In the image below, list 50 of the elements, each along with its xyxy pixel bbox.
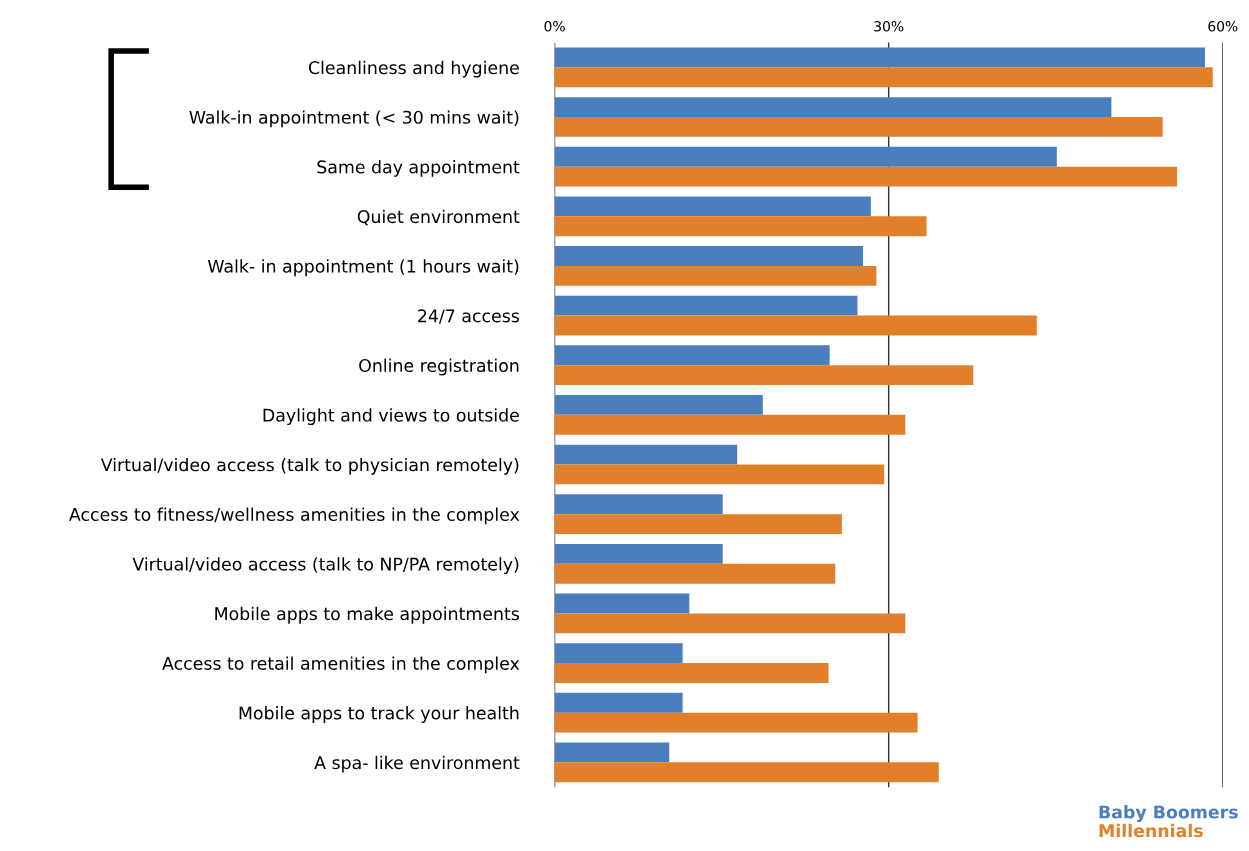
bar bbox=[554, 543, 723, 564]
bar bbox=[554, 117, 1163, 137]
bar bbox=[554, 246, 864, 266]
bar bbox=[554, 613, 906, 634]
y-tick-label: Access to retail amenities in the complex bbox=[162, 656, 520, 674]
bar bbox=[554, 47, 1205, 68]
bar bbox=[554, 196, 871, 217]
text: Millennials bbox=[1099, 823, 1203, 838]
bar bbox=[554, 593, 690, 614]
bar bbox=[554, 414, 906, 435]
y-tick-label: Walk- in appointment (1 hours wait) bbox=[207, 259, 519, 277]
y-tick-label: Same day appointment bbox=[317, 160, 520, 177]
bar bbox=[554, 295, 858, 316]
bar bbox=[554, 464, 885, 485]
bar bbox=[554, 692, 683, 713]
bar bbox=[554, 742, 670, 763]
y-tick-label: Access to fitness/wellness amenities in the complex bbox=[69, 507, 520, 525]
y-tick-label: Virtual/video access (talk to physician remotely) bbox=[100, 457, 519, 475]
bar bbox=[554, 315, 1037, 336]
y-tick-label: Mobile apps to track your health bbox=[239, 706, 519, 723]
x-tick-label: 60% bbox=[1208, 21, 1238, 32]
bar bbox=[554, 67, 1213, 88]
bar bbox=[554, 146, 1057, 167]
y-tick-label: Virtual/video access (talk to NP/PA remotely) bbox=[132, 557, 519, 574]
bar bbox=[554, 265, 877, 286]
y-tick-label: Mobile apps to make appointments bbox=[215, 606, 519, 624]
y-tick-label: Quiet environment bbox=[357, 209, 520, 226]
bar bbox=[554, 514, 842, 534]
bar bbox=[554, 494, 723, 515]
y-tick-label: Online registration bbox=[359, 358, 519, 376]
bar bbox=[554, 97, 1112, 118]
y-tick-label: Walk-in appointment (< 30 mins wait) bbox=[189, 110, 519, 128]
y-tick-label: Cleanliness and hygiene bbox=[308, 60, 519, 78]
bar bbox=[554, 444, 738, 465]
bar bbox=[554, 762, 939, 783]
bar bbox=[554, 563, 836, 584]
y-tick-label: A spa- like environment bbox=[314, 755, 520, 773]
bar bbox=[554, 663, 829, 683]
bar bbox=[554, 345, 830, 366]
bar bbox=[554, 365, 974, 386]
bar bbox=[554, 395, 763, 415]
x-tick-label: 30% bbox=[874, 21, 904, 32]
y-tick-label: 24/7 access bbox=[418, 309, 519, 324]
y-tick-label: Daylight and views to outside bbox=[263, 408, 519, 426]
x-tick-label: 0% bbox=[544, 21, 565, 32]
bar bbox=[554, 643, 683, 664]
bar bbox=[554, 216, 927, 237]
bar bbox=[554, 712, 918, 733]
text: Baby Boomers bbox=[1099, 805, 1238, 823]
bar bbox=[554, 166, 1178, 187]
